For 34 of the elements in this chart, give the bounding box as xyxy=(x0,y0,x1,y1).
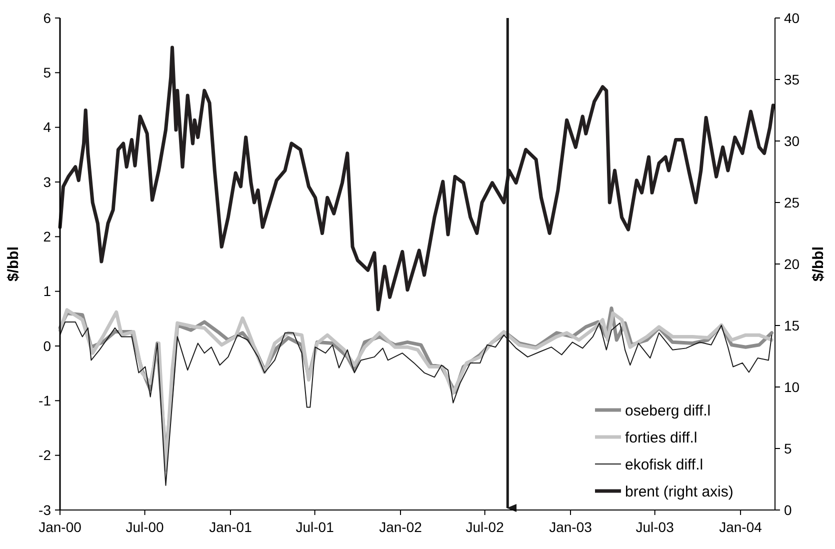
y2-tick-label: 15 xyxy=(784,317,800,334)
legend-label: oseberg diff.l xyxy=(625,402,711,420)
x-tick-label: Jan-01 xyxy=(209,519,252,535)
x-tick-label: Jul-00 xyxy=(126,519,164,535)
y2-tick-label: 0 xyxy=(784,502,792,518)
x-tick-label: Jan-02 xyxy=(379,519,422,535)
legend-label: forties diff.l xyxy=(625,429,698,446)
x-tick-label: Jan-00 xyxy=(38,519,82,535)
y-tick-label: 0 xyxy=(43,338,52,354)
y-axis-title: $/bbl xyxy=(5,246,22,282)
y-tick-label: -2 xyxy=(38,447,52,464)
y2-tick-label: 25 xyxy=(784,194,800,210)
y2-tick-label: 20 xyxy=(784,256,800,272)
y-tick-label: 6 xyxy=(43,10,52,26)
y2-axis-title: $/bbl xyxy=(810,246,827,282)
y-tick-label: 2 xyxy=(43,228,52,245)
y-tick-label: 3 xyxy=(43,174,52,190)
legend-label: brent (right axis) xyxy=(625,483,734,500)
y-tick-label: 1 xyxy=(43,283,52,300)
x-tick-label: Jan-04 xyxy=(719,519,762,535)
y2-tick-label: 40 xyxy=(784,10,800,26)
y-tick-label: -3 xyxy=(38,502,52,518)
y-tick-label: -1 xyxy=(38,392,52,409)
y2-tick-label: 5 xyxy=(784,440,792,456)
y2-tick-label: 30 xyxy=(784,132,800,149)
legend-label: ekofisk diff.l xyxy=(625,456,704,474)
x-tick-label: Jul-03 xyxy=(636,519,674,535)
y2-tick-label: 10 xyxy=(784,378,800,395)
y-tick-label: 5 xyxy=(43,64,52,81)
x-tick-label: Jul-02 xyxy=(466,519,504,535)
y2-tick-label: 35 xyxy=(784,71,800,88)
x-tick-label: Jan-03 xyxy=(549,519,592,535)
x-tick-label: Jul-01 xyxy=(296,519,334,535)
y-tick-label: 4 xyxy=(43,119,52,136)
